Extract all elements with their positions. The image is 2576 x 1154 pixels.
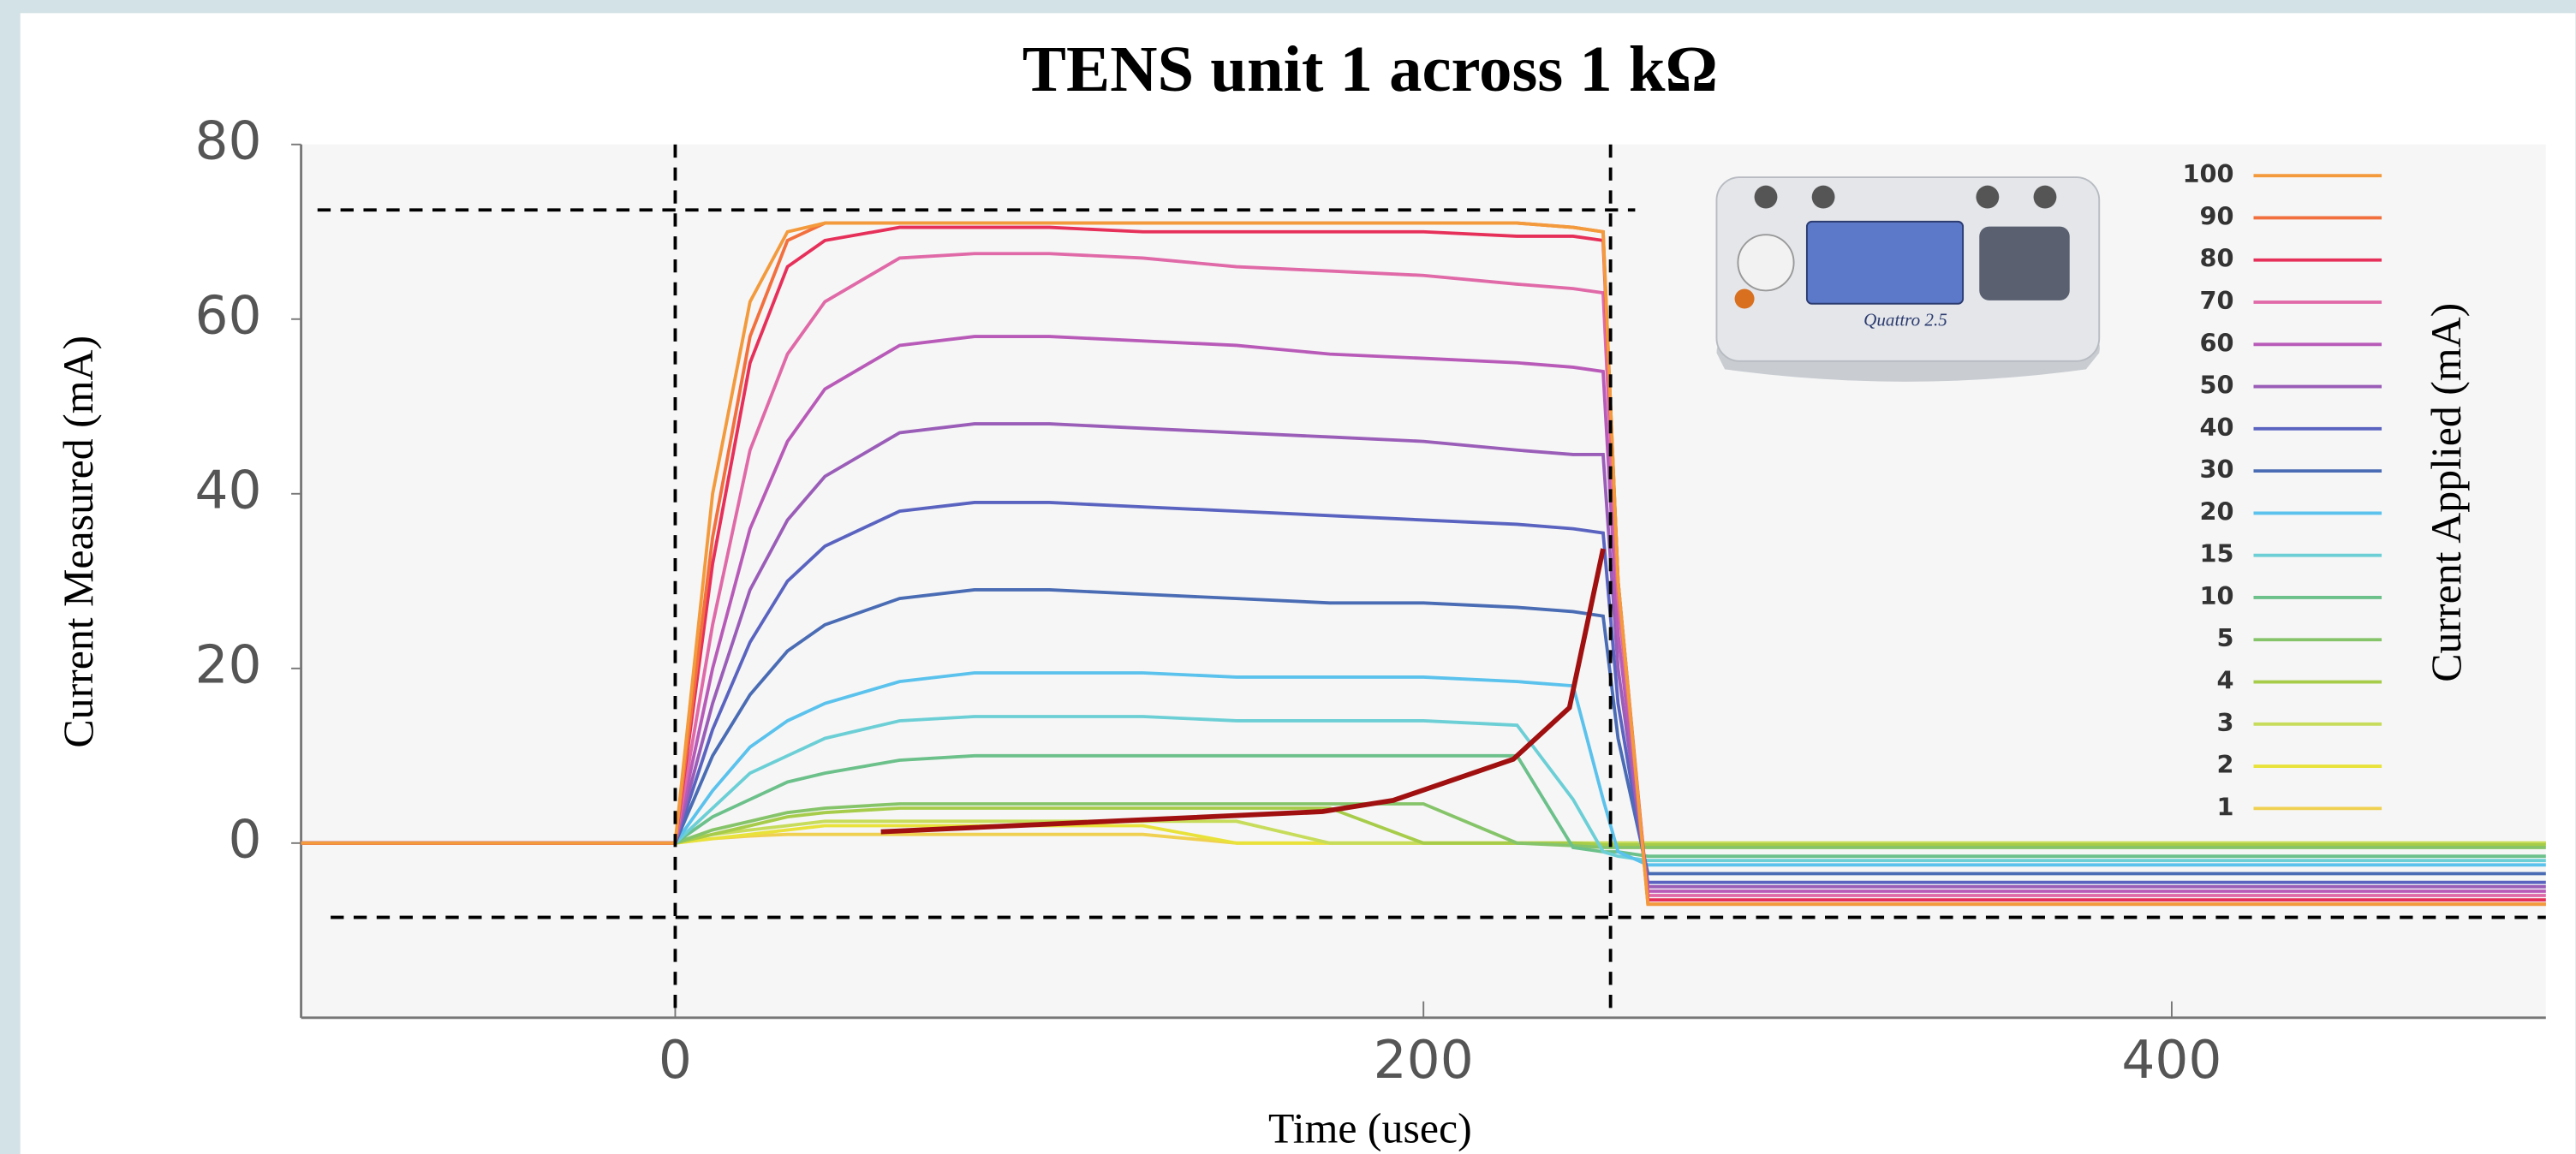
- x-tick-label: 200: [1374, 1030, 1474, 1091]
- y-tick-label: 0: [229, 809, 262, 870]
- legend-label: 5: [2216, 623, 2233, 652]
- device-led: [1734, 288, 1755, 309]
- legend-label: 30: [2199, 455, 2233, 484]
- legend-label: 15: [2199, 539, 2233, 568]
- legend-label: 60: [2199, 328, 2233, 357]
- device-knob: [2033, 185, 2057, 209]
- legend-label: 2: [2216, 750, 2233, 779]
- legend-label: 20: [2199, 497, 2233, 526]
- series-line: [301, 753, 2546, 859]
- legend-label: 40: [2199, 413, 2233, 442]
- x-tick-label: 400: [2121, 1030, 2221, 1091]
- legend-label: 4: [2216, 666, 2233, 695]
- y-tick-label: 60: [195, 285, 262, 346]
- chart-title: TENS unit 1 across 1 kΩ: [1023, 33, 1718, 105]
- y-tick-label: 40: [195, 460, 262, 520]
- series-line: [301, 802, 2546, 849]
- legend: 100 90 80 70 60 50 40 30 20 15 10 5 4 3 2 1: [2182, 159, 2382, 821]
- device-dial: [1737, 234, 1795, 292]
- series-line: [301, 221, 2546, 907]
- legend-label: 50: [2199, 371, 2233, 400]
- series-lines: [301, 221, 2546, 907]
- series-line: [301, 806, 2546, 847]
- y-axis-label: Current Measured (mA): [55, 336, 102, 748]
- x-axis-label: Time (usec): [1268, 1105, 1472, 1152]
- legend-label: 80: [2199, 244, 2233, 273]
- x-tick-label: 0: [659, 1030, 692, 1091]
- legend-label: 10: [2199, 581, 2233, 610]
- series-line: [301, 819, 2546, 845]
- legend-label: 70: [2199, 286, 2233, 315]
- legend-label: 90: [2199, 201, 2233, 230]
- y-tick-label: 20: [195, 634, 262, 695]
- y-tick-label: 80: [195, 110, 262, 171]
- series-line: [301, 671, 2546, 867]
- legend-label: 3: [2216, 708, 2233, 737]
- device-image: Quattro 2.5: [1715, 176, 2101, 382]
- annotation-line: [880, 548, 1606, 835]
- device-label: Quattro 2.5: [1863, 310, 1947, 330]
- device-knob: [1811, 185, 1835, 209]
- device-knob: [1754, 185, 1778, 209]
- legend-label: 100: [2182, 159, 2233, 188]
- legend-label: 1: [2216, 792, 2233, 821]
- legend-title: Current Applied (mA): [2423, 303, 2470, 682]
- device-screen: [1805, 220, 1965, 305]
- device-knob: [1976, 185, 2000, 209]
- device-keypad: [1979, 226, 2070, 300]
